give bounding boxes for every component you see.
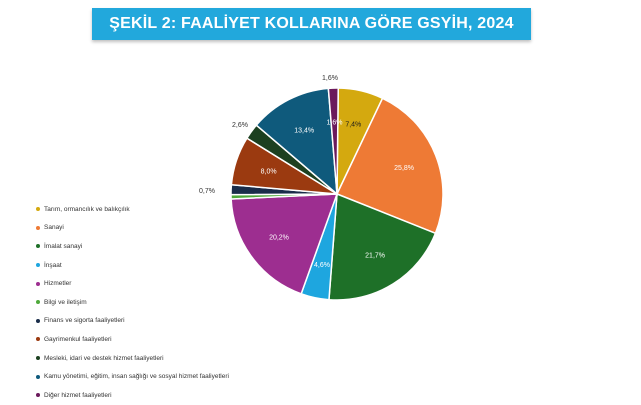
legend-label: Kamu yönetimi, eğitim, insan sağlığı ve … bbox=[44, 373, 229, 381]
slice-label: 2,6% bbox=[232, 122, 248, 129]
legend-swatch bbox=[36, 281, 40, 286]
slice-label: 0,7% bbox=[199, 188, 215, 195]
legend-item: Diğer hizmet faaliyetleri bbox=[36, 386, 316, 405]
legend-item: Tarım, ormancılık ve balıkçılık bbox=[36, 200, 316, 219]
pie-slice bbox=[328, 192, 437, 301]
chart-title: ŞEKİL 2: FAALİYET KOLLARINA GÖRE GSYİH, … bbox=[109, 15, 514, 32]
slice-label: 7,4% bbox=[345, 121, 361, 128]
legend-item: Finans ve sigorta faaliyetleri bbox=[36, 312, 316, 331]
legend: Tarım, ormancılık ve balıkçılık Sanayi İma… bbox=[36, 200, 316, 405]
pie-slice bbox=[327, 87, 339, 195]
legend-item: Hizmetler bbox=[36, 274, 316, 293]
slice-label: 1,6% bbox=[327, 120, 343, 127]
legend-item: Sanayi bbox=[36, 219, 316, 238]
legend-swatch bbox=[36, 356, 40, 361]
legend-swatch bbox=[36, 393, 40, 398]
legend-swatch bbox=[36, 318, 40, 323]
legend-swatch bbox=[36, 244, 40, 249]
legend-label: Gayrimenkul faaliyetleri bbox=[44, 335, 112, 343]
legend-swatch bbox=[36, 374, 40, 379]
legend-label: Hizmetler bbox=[44, 280, 72, 288]
legend-label: İnşaat bbox=[44, 261, 62, 269]
pie-slice bbox=[230, 193, 339, 295]
slice-label: 8,0% bbox=[261, 169, 277, 176]
slice-label: 20,2% bbox=[269, 234, 289, 241]
legend-swatch bbox=[36, 337, 40, 342]
slice-label: 25,8% bbox=[394, 165, 414, 172]
slice-label: 21,7% bbox=[365, 253, 385, 260]
legend-swatch bbox=[36, 207, 40, 212]
legend-label: Diğer hizmet faaliyetleri bbox=[44, 391, 112, 399]
title-banner: ŞEKİL 2: FAALİYET KOLLARINA GÖRE GSYİH, … bbox=[92, 8, 531, 40]
pie-slice bbox=[255, 87, 338, 196]
legend-label: İmalat sanayi bbox=[44, 242, 83, 250]
legend-label: Tarım, ormancılık ve balıkçılık bbox=[44, 205, 130, 213]
legend-label: Bilgi ve iletişim bbox=[44, 298, 87, 306]
legend-swatch bbox=[36, 300, 40, 305]
legend-item: Bilgi ve iletişim bbox=[36, 293, 316, 312]
legend-swatch bbox=[36, 263, 40, 268]
slice-label: 13,4% bbox=[294, 127, 314, 134]
slice-label: 1,6% bbox=[322, 75, 338, 82]
legend-item: Mesleki, idari ve destek hizmet faaliyet… bbox=[36, 349, 316, 368]
pie-slice bbox=[335, 97, 444, 235]
legend-item: İnşaat bbox=[36, 256, 316, 275]
legend-label: Mesleki, idari ve destek hizmet faaliyet… bbox=[44, 354, 164, 362]
legend-item: Gayrimenkul faaliyetleri bbox=[36, 330, 316, 349]
legend-label: Finans ve sigorta faaliyetleri bbox=[44, 317, 125, 325]
legend-swatch bbox=[36, 225, 40, 230]
legend-item: Kamu yönetimi, eğitim, insan sağlığı ve … bbox=[36, 367, 316, 386]
slice-label: 4,6% bbox=[314, 262, 330, 269]
legend-label: Sanayi bbox=[44, 224, 64, 232]
legend-item: İmalat sanayi bbox=[36, 237, 316, 256]
